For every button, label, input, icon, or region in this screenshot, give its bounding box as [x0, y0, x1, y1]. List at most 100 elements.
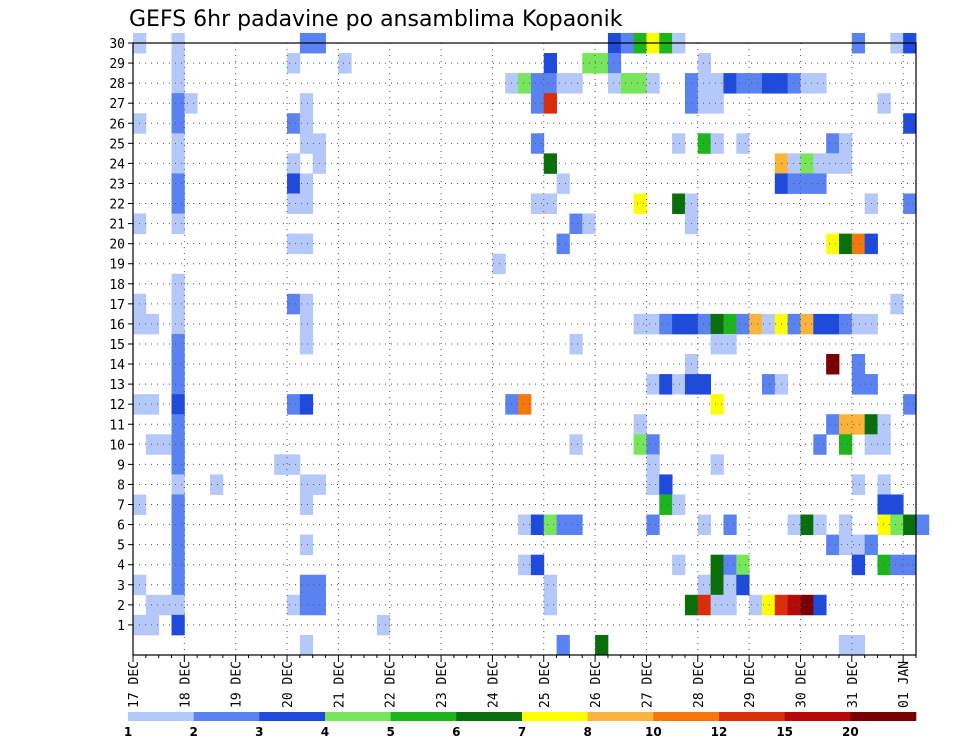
- heatmap-cell: [287, 394, 301, 415]
- y-tick-label: 15: [109, 338, 125, 353]
- y-tick-label: 13: [109, 378, 125, 393]
- heatmap-cell: [761, 374, 776, 395]
- grid-lines: [133, 42, 916, 655]
- heatmap-cell: [838, 634, 853, 656]
- heatmap-cell: [736, 313, 750, 335]
- legend-label: 2: [189, 725, 197, 739]
- heatmap-cell: [569, 73, 583, 94]
- legend-swatch: [128, 712, 194, 721]
- heatmap-cell: [171, 594, 185, 616]
- heatmap-cell: [749, 313, 763, 335]
- heatmap-cell: [813, 173, 827, 194]
- heatmap-cell: [145, 434, 160, 455]
- heatmap-cell: [543, 73, 557, 94]
- heatmap-cell: [556, 634, 570, 656]
- heatmap-cell: [697, 133, 712, 154]
- heatmap-cell: [813, 153, 827, 174]
- x-tick-label: 29 DEC: [743, 661, 758, 708]
- heatmap-cell: [171, 354, 185, 375]
- legend-swatch: [587, 712, 654, 721]
- y-tick-label: 7: [117, 499, 125, 514]
- y-tick-label: 18: [109, 278, 125, 293]
- heatmap-cell: [800, 313, 814, 335]
- heatmap-cell: [723, 333, 737, 355]
- heatmap-cell: [659, 313, 673, 335]
- heatmap-cell: [672, 374, 686, 395]
- y-tick-label: 30: [109, 37, 125, 52]
- heatmap-cell: [338, 53, 352, 74]
- legend-label: 7: [518, 725, 526, 739]
- y-tick-label: 27: [109, 97, 125, 112]
- heatmap-cell: [826, 313, 840, 335]
- legend-label: 8: [583, 725, 591, 739]
- heatmap-cell: [710, 594, 724, 616]
- heatmap-cell: [556, 73, 570, 94]
- heatmap-cell: [171, 374, 185, 395]
- heatmap-cell: [171, 414, 185, 435]
- heatmap-cell: [851, 634, 866, 656]
- y-tick-label: 6: [117, 519, 125, 534]
- heatmap-cell: [646, 474, 660, 495]
- legend-swatch: [325, 712, 391, 721]
- heatmap-cell: [633, 313, 647, 335]
- heatmap-cell: [299, 293, 314, 315]
- heatmap-cells: [133, 32, 930, 656]
- heatmap-cell: [299, 113, 314, 134]
- heatmap-cell: [287, 293, 301, 315]
- y-tick-label: 1: [117, 619, 125, 634]
- heatmap-cell: [672, 193, 686, 214]
- y-tick-label: 2: [117, 599, 125, 614]
- heatmap-cell: [158, 594, 172, 616]
- heatmap-cell: [582, 53, 596, 74]
- y-tick-label: 25: [109, 137, 125, 152]
- legend-swatch: [653, 712, 720, 721]
- heatmap-cell: [851, 233, 866, 255]
- heatmap-cell: [518, 554, 532, 576]
- x-tick-label: 27 DEC: [640, 661, 655, 708]
- heatmap-cell: [826, 153, 840, 174]
- y-tick-label: 28: [109, 77, 125, 92]
- heatmap-cell: [877, 494, 891, 515]
- heatmap-cell: [145, 313, 160, 335]
- heatmap-cell: [543, 153, 557, 174]
- y-tick-label: 24: [109, 157, 125, 172]
- heatmap-cell: [710, 73, 724, 94]
- heatmap-cell: [672, 313, 686, 335]
- x-axis: 17 DEC 18 DEC 19 DEC 20 DEC 21 DEC 22 DEC 23 D…: [127, 655, 917, 708]
- heatmap-cell: [171, 113, 185, 134]
- x-tick-label: 18 DEC: [178, 661, 193, 708]
- heatmap-cell: [274, 454, 288, 475]
- heatmap-cell: [838, 514, 853, 536]
- x-tick-label: 25 DEC: [538, 661, 553, 708]
- x-tick-label: 01 JAN: [897, 661, 912, 708]
- legend-label: 10: [645, 725, 662, 739]
- heatmap-cell: [145, 594, 160, 616]
- heatmap-cell: [838, 133, 853, 154]
- legend-swatch: [850, 712, 917, 721]
- heatmap-cell: [145, 394, 160, 415]
- heatmap-cell: [171, 153, 185, 174]
- heatmap-cell: [530, 73, 545, 94]
- heatmap-cell: [659, 494, 673, 515]
- heatmap-cell: [710, 554, 724, 576]
- heatmap-cell: [903, 113, 917, 134]
- heatmap-cell: [851, 534, 866, 556]
- x-tick-label: 20 DEC: [281, 661, 296, 708]
- heatmap-cell: [543, 514, 557, 536]
- heatmap-cell: [646, 313, 660, 335]
- heatmap-cell: [710, 333, 724, 355]
- heatmap-cell: [723, 574, 737, 596]
- heatmap-cell: [184, 93, 198, 114]
- heatmap-cell: [287, 113, 301, 134]
- heatmap-cell: [646, 454, 660, 475]
- heatmap-cell: [916, 514, 930, 536]
- heatmap-cell: [518, 514, 532, 536]
- heatmap-cell: [530, 93, 545, 114]
- heatmap-cell: [582, 213, 596, 235]
- heatmap-cell: [813, 594, 827, 616]
- heatmap-cell: [787, 594, 801, 616]
- legend-label: 20: [842, 725, 859, 739]
- heatmap-cell: [158, 434, 172, 455]
- heatmap-cell: [287, 193, 301, 214]
